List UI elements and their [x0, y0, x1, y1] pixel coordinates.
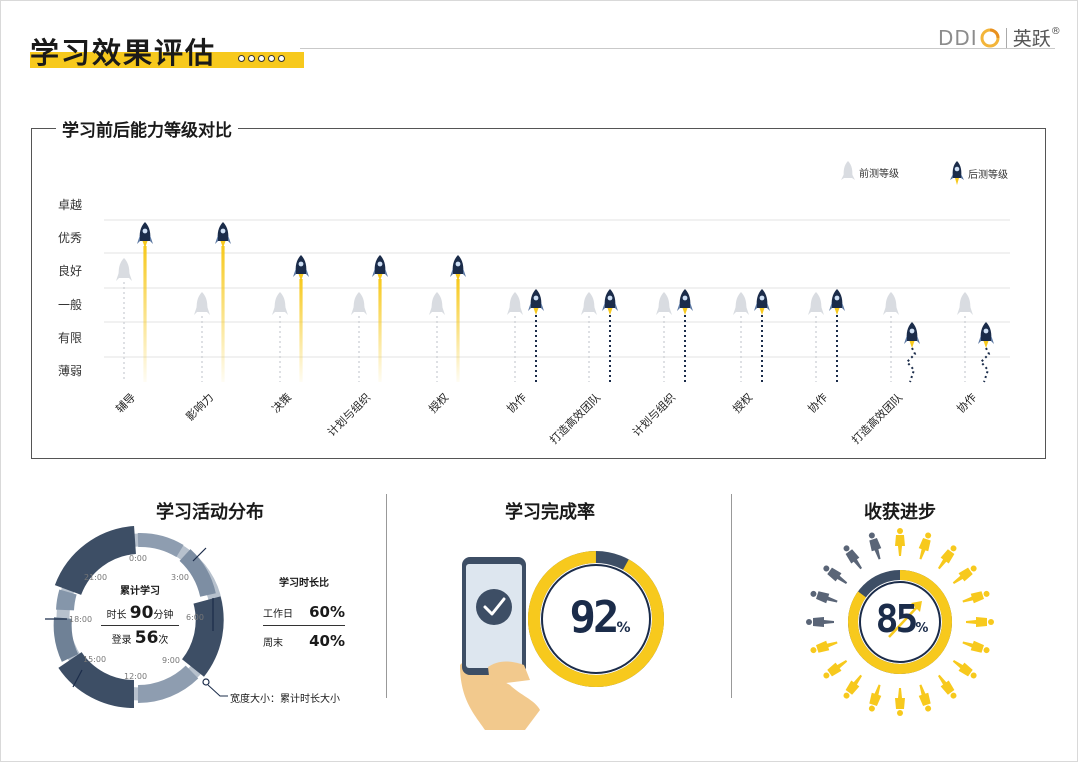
title-highlight-bar [30, 52, 304, 68]
clock-label-3: 3:00 [171, 573, 189, 582]
person-icon [937, 674, 957, 699]
login-value: 56 [134, 628, 159, 648]
progress-people-ring [806, 528, 994, 716]
weekday-value: 60% [309, 603, 345, 621]
comparison-chart-frame [31, 128, 1046, 459]
person-icon [810, 640, 838, 654]
legend-post-test-label: 后测等级 [968, 169, 1008, 181]
title-dots-decoration [238, 47, 288, 66]
person-icon [937, 545, 957, 570]
person-icon [823, 659, 848, 679]
page-title: 学习效果评估 [30, 36, 217, 70]
legend-pre-test-label: 前测等级 [859, 168, 899, 180]
header-divider [300, 48, 1055, 49]
section-divider-1 [386, 494, 387, 698]
person-icon [962, 640, 990, 654]
completion-value: 92 [569, 592, 619, 643]
activity-clock-donut [45, 526, 228, 709]
time-ratio-panel: 学习时长比 工作日 60% 周末 40% [263, 574, 345, 650]
clock-label-12: 12:00 [124, 672, 148, 681]
login-label: 登录 [111, 635, 132, 646]
weekend-label: 周末 [263, 638, 283, 649]
activity-center-title: 累计学习 [120, 586, 160, 597]
brand-logo: DDI 英跃 ® [938, 24, 1061, 51]
logo-brand-text: 英跃 [1012, 28, 1051, 50]
duration-value: 90 [129, 603, 154, 623]
clock-label-15: 15:00 [83, 655, 107, 664]
person-icon [895, 688, 905, 716]
progress-value-group: 85% [862, 597, 942, 641]
progress-unit: % [915, 621, 929, 636]
progress-value: 85 [875, 597, 919, 641]
person-icon [810, 590, 838, 604]
up-arrow-icon [888, 604, 920, 638]
login-unit: 次 [158, 635, 169, 646]
weekday-label: 工作日 [263, 609, 293, 620]
completion-title: 学习完成率 [505, 502, 595, 523]
legend-post-test: 后测等级 [950, 160, 1008, 186]
clock-label-18: 18:00 [69, 615, 93, 624]
legend-pre-test: 前测等级 [841, 160, 899, 184]
clock-label-6: 6:00 [186, 613, 204, 622]
activity-center-summary: 累计学习 时长 90分钟 登录 56次 [90, 582, 190, 648]
person-icon [918, 532, 932, 560]
duration-label: 时长 [106, 610, 127, 621]
section-divider-2 [731, 494, 732, 698]
person-icon [895, 528, 905, 556]
person-icon [868, 684, 882, 712]
logo-swirl-icon [980, 28, 1000, 47]
person-icon [966, 617, 994, 627]
duration-line: 时长 90分钟 [90, 603, 190, 623]
weekend-value: 40% [309, 632, 345, 650]
person-icon [843, 674, 863, 699]
blue-rocket-icon [950, 161, 964, 185]
completion-donut [460, 551, 664, 730]
person-icon [952, 659, 977, 679]
person-icon [823, 565, 848, 585]
person-icon [868, 532, 882, 560]
progress-title: 收获进步 [864, 502, 936, 523]
gray-rocket-icon [841, 161, 855, 180]
activity-title: 学习活动分布 [156, 502, 264, 523]
login-line: 登录 56次 [90, 628, 190, 648]
person-icon [952, 565, 977, 585]
clock-label-0: 0:00 [129, 554, 147, 563]
width-note: 宽度大小：累计时长大小 [230, 694, 340, 705]
logo-ddi-text: DDI [938, 25, 978, 50]
person-icon [918, 684, 932, 712]
logo-registered-mark: ® [1050, 26, 1061, 37]
person-icon [843, 545, 863, 570]
person-icon [962, 590, 990, 604]
duration-unit: 分钟 [153, 610, 174, 621]
ratio-title: 学习时长比 [279, 578, 329, 589]
clock-label-9: 9:00 [162, 656, 180, 665]
clock-label-21: 21:00 [84, 573, 108, 582]
person-icon [806, 617, 834, 627]
comparison-chart-title: 学习前后能力等级对比 [56, 116, 238, 141]
completion-value-group: 92% [560, 592, 640, 643]
completion-unit: % [616, 620, 631, 636]
